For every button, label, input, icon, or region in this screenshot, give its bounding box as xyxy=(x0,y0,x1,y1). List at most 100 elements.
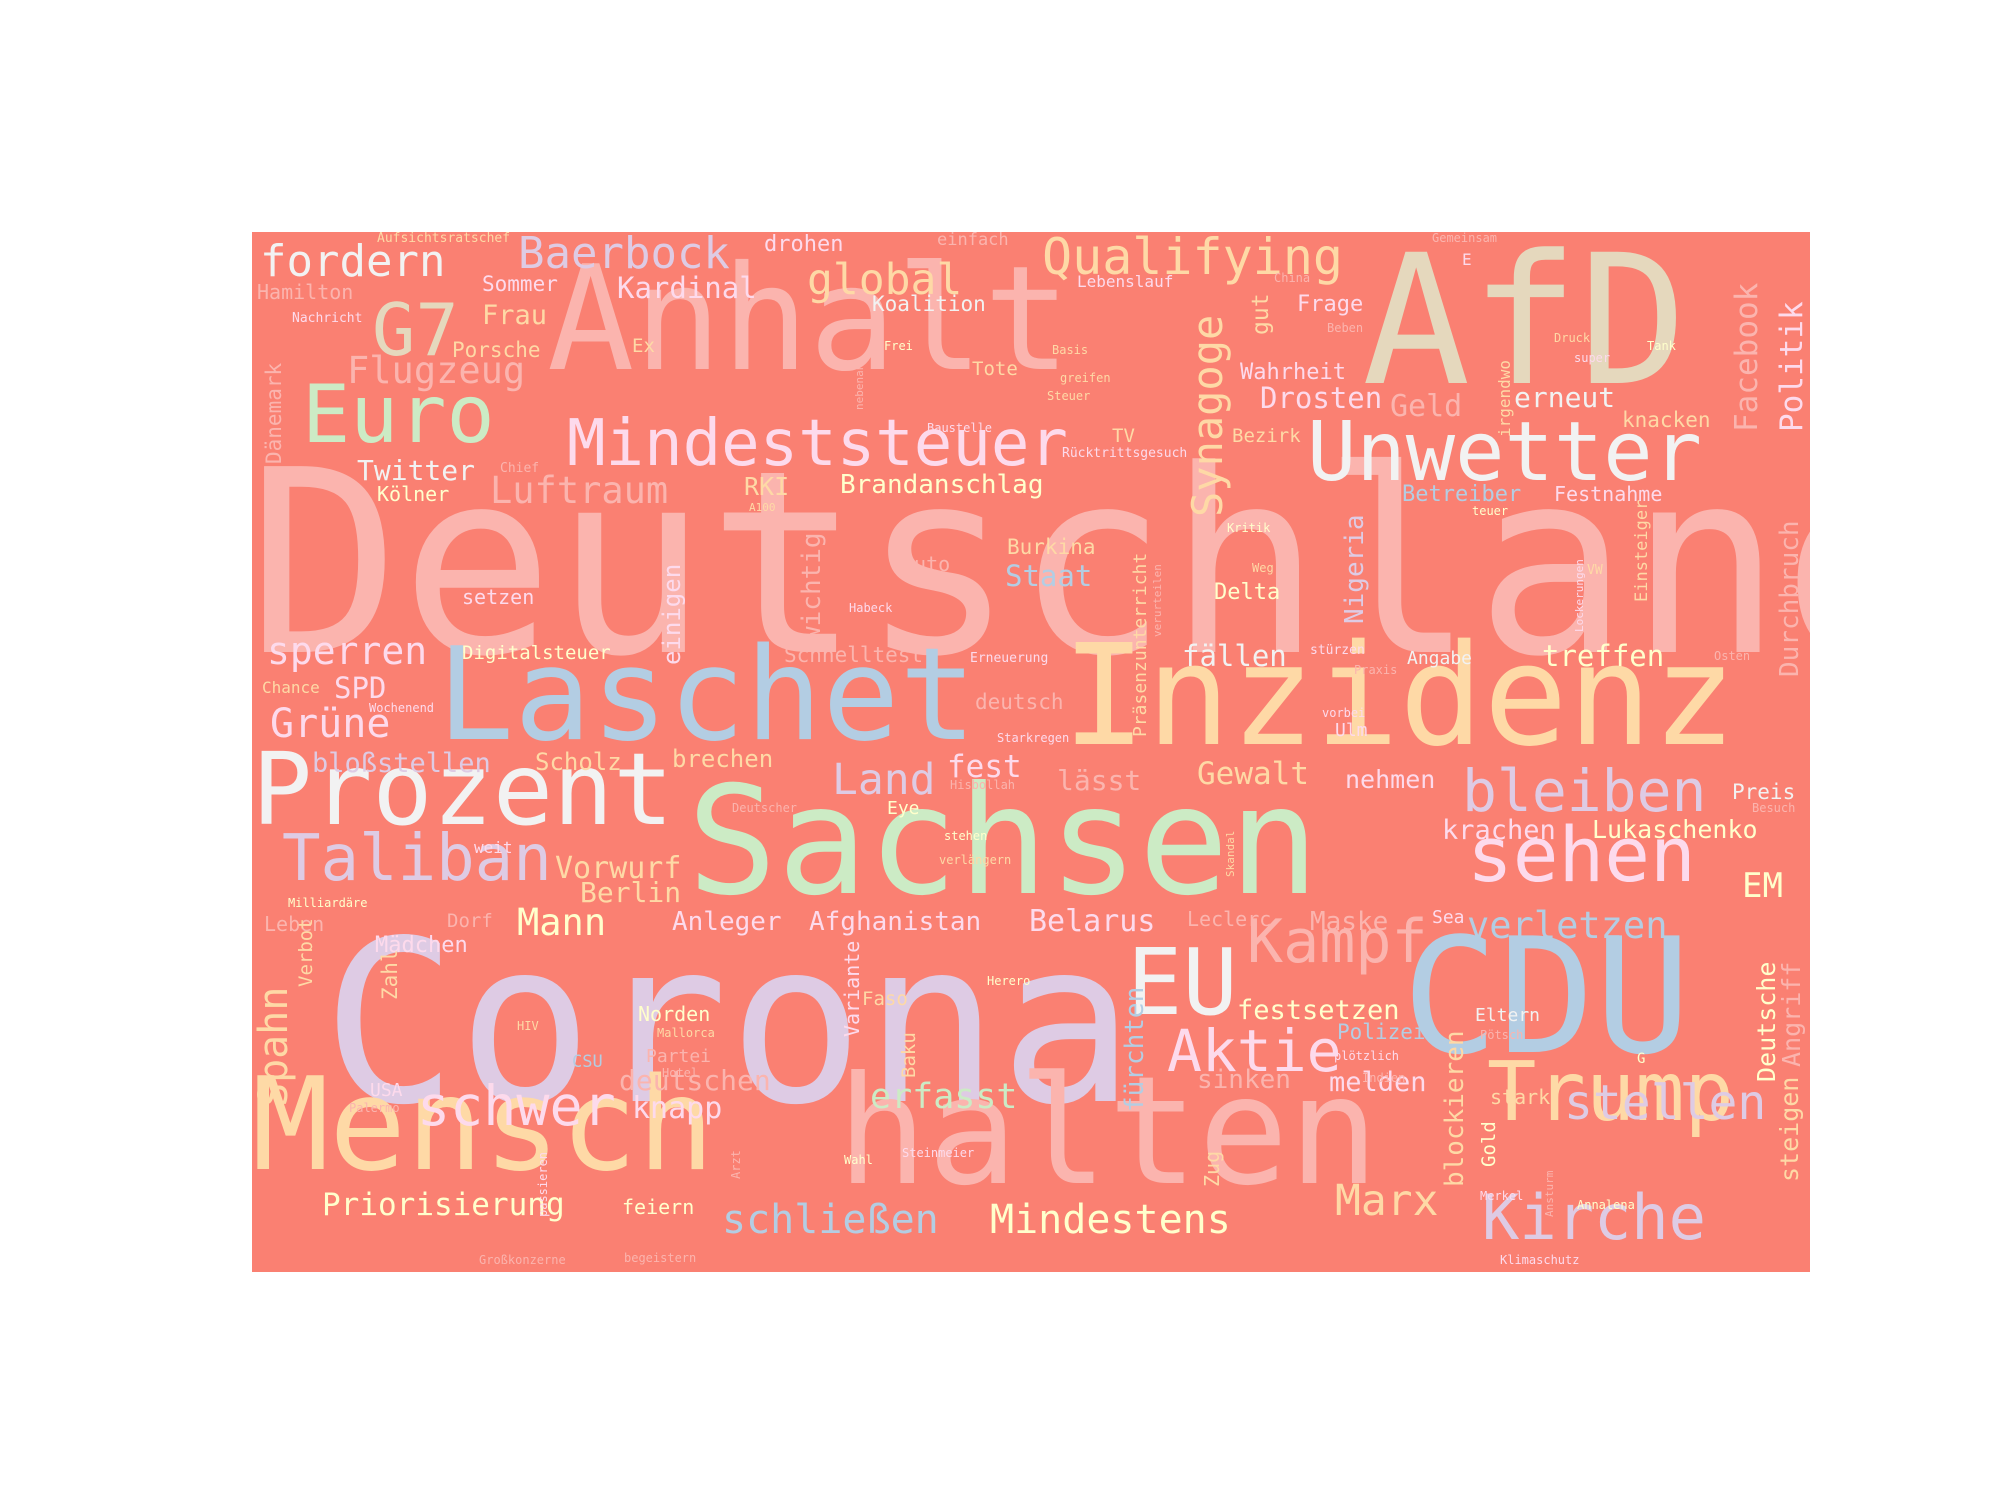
word-tote: Tote xyxy=(972,358,1018,380)
word-afd: AfD xyxy=(1362,232,1688,426)
word-sinken: sinken xyxy=(1197,1065,1291,1095)
word-gewalt: Gewalt xyxy=(1197,756,1309,792)
word-em: EM xyxy=(1742,866,1783,906)
word-großkonzerne: Großkonzerne xyxy=(479,1253,566,1267)
word-vorwurf: Vorwurf xyxy=(555,851,682,886)
word-frau: Frau xyxy=(482,300,548,331)
word-mindestens: Mindestens xyxy=(990,1197,1231,1243)
word-bloßstellen: bloßstellen xyxy=(312,748,491,779)
word-herero: Herero xyxy=(987,974,1031,988)
word-sperren: sperren xyxy=(267,629,428,673)
word-wahrheit: Wahrheit xyxy=(1240,360,1346,385)
word-verletzen: verletzen xyxy=(1467,904,1668,947)
word-ex: Ex xyxy=(632,335,655,357)
word-lebenslauf: Lebenslauf xyxy=(1077,272,1174,291)
word-belarus: Belarus xyxy=(1029,904,1156,939)
word-baustelle: Baustelle xyxy=(927,421,993,435)
word-preis: Preis xyxy=(1732,780,1796,804)
word-sommer: Sommer xyxy=(482,272,558,296)
word-grüne: Grüne xyxy=(270,701,391,747)
word-merkel: Merkel xyxy=(1480,1189,1524,1203)
word-luftraum: Luftraum xyxy=(490,469,669,512)
word-stark: stark xyxy=(1490,1085,1551,1109)
word-eye: Eye xyxy=(887,798,920,819)
word-lukaschenko: Lukaschenko xyxy=(1592,815,1758,844)
word-besuch: Besuch xyxy=(1752,801,1796,815)
word-twitter: Twitter xyxy=(357,454,476,487)
word-super: super xyxy=(1574,351,1611,365)
word-porsche: Porsche xyxy=(452,338,541,362)
word-fällen: fällen xyxy=(1182,639,1287,673)
word-burkina: Burkina xyxy=(1007,535,1096,559)
word-dorf: Dorf xyxy=(447,910,493,932)
word-angabe: Angabe xyxy=(1407,648,1473,669)
word-mensch: Mensch xyxy=(252,1051,715,1200)
word-steigen: steigen xyxy=(1775,1076,1804,1182)
word-leben: Leben xyxy=(264,912,325,936)
word-tank: Tank xyxy=(1647,339,1676,353)
word-irgendwo: irgendwo xyxy=(1495,359,1514,437)
word-lässt: lässt xyxy=(1057,764,1142,797)
word-fordern: fordern xyxy=(260,236,446,287)
word-melden: melden xyxy=(1329,1067,1427,1098)
word-anleger: Anleger xyxy=(672,907,782,937)
word-osten: Osten xyxy=(1714,649,1751,663)
word-wahl: Wahl xyxy=(844,1153,873,1167)
word-politik: Politik xyxy=(1774,301,1810,432)
word-brechen: brechen xyxy=(672,745,774,773)
word-chance: Chance xyxy=(262,678,320,697)
word-steuer: Steuer xyxy=(1047,389,1091,403)
word-tv: TV xyxy=(1112,425,1135,447)
word-begeistern: begeistern xyxy=(624,1251,697,1265)
word-fürchten: fürchten xyxy=(1120,986,1150,1112)
word-csu: CSU xyxy=(572,1052,603,1072)
word-verbot: Verbot xyxy=(295,918,317,987)
word-nigeria: Nigeria xyxy=(1340,514,1370,624)
word-passieren: passieren xyxy=(536,1151,550,1217)
word-einsteiger: Einsteiger xyxy=(1632,499,1652,602)
word-gemeinsam: Gemeinsam xyxy=(1432,232,1498,245)
word-durchbruch: Durchbruch xyxy=(1775,520,1805,677)
word-usa: USA xyxy=(370,1080,403,1101)
word-einigen: einigen xyxy=(658,563,686,665)
word-zahl: Zahl xyxy=(378,949,402,1000)
word-plötzlich: plötzlich xyxy=(1334,1049,1400,1063)
word-palermo: Palermo xyxy=(349,1101,400,1115)
word-beben: Beben xyxy=(1327,321,1364,335)
word-teuer: teuer xyxy=(1472,504,1509,518)
word-stürzen: stürzen xyxy=(1310,643,1365,658)
word-deutscher: Deutscher xyxy=(732,801,798,815)
word-mallorca: Mallorca xyxy=(657,1026,715,1040)
word-angriff: Angriff xyxy=(1777,961,1806,1067)
word-verlängern: verlängern xyxy=(939,853,1012,867)
word-fest: fest xyxy=(947,749,1022,785)
word-weg: Weg xyxy=(1252,561,1274,575)
word-inzidenz: Inzidenz xyxy=(1062,615,1737,778)
word-bleiben: bleiben xyxy=(1462,757,1707,825)
word-arzt: Arzt xyxy=(729,1150,743,1179)
word-kölner: Kölner xyxy=(377,482,450,506)
word-festnahme: Festnahme xyxy=(1554,482,1663,506)
word-feiern: feiern xyxy=(622,1195,695,1219)
word-stellen: stellen xyxy=(1564,1075,1767,1131)
word-euro: Euro xyxy=(302,368,495,461)
word-erfasst: erfasst xyxy=(870,1077,1018,1117)
word-g: G xyxy=(1637,1051,1646,1067)
word-global: global xyxy=(807,255,963,305)
word-drosten: Drosten xyxy=(1260,381,1383,415)
word-festsetzen: festsetzen xyxy=(1237,995,1400,1026)
word-delta: Delta xyxy=(1214,580,1281,605)
word-sehen: sehen xyxy=(1467,810,1696,899)
word-praxis: Praxis xyxy=(1354,663,1398,677)
word-lockerungen: Lockerungen xyxy=(1573,559,1586,632)
word-stehen: stehen xyxy=(944,829,988,843)
word-mann: Mann xyxy=(517,901,607,944)
word-nachricht: Nachricht xyxy=(292,311,363,326)
word-unwetter: Unwetter xyxy=(1307,405,1702,500)
word-mädchen: Mädchen xyxy=(375,933,468,958)
word-habeck: Habeck xyxy=(849,601,893,615)
word-schließen: schließen xyxy=(722,1197,939,1243)
word-wochenend: Wochenend xyxy=(369,701,435,715)
word-schnelltest: Schnelltest xyxy=(784,643,924,667)
word-digitalsteuer: Digitalsteuer xyxy=(462,642,611,664)
